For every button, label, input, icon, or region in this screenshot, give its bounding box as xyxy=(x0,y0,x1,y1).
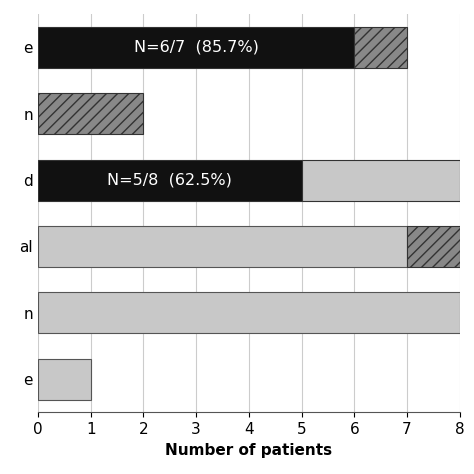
Bar xyxy=(301,160,460,201)
Text: N=5/8  (62.5%): N=5/8 (62.5%) xyxy=(107,173,232,188)
X-axis label: Number of patients: Number of patients xyxy=(165,443,332,458)
Bar xyxy=(38,160,301,201)
Bar xyxy=(354,27,407,68)
Bar xyxy=(38,93,143,134)
Text: N=6/7  (85.7%): N=6/7 (85.7%) xyxy=(134,40,258,55)
Bar xyxy=(407,226,460,267)
Bar xyxy=(38,226,407,267)
Bar xyxy=(38,359,91,400)
Bar xyxy=(38,27,354,68)
Bar xyxy=(38,292,460,333)
